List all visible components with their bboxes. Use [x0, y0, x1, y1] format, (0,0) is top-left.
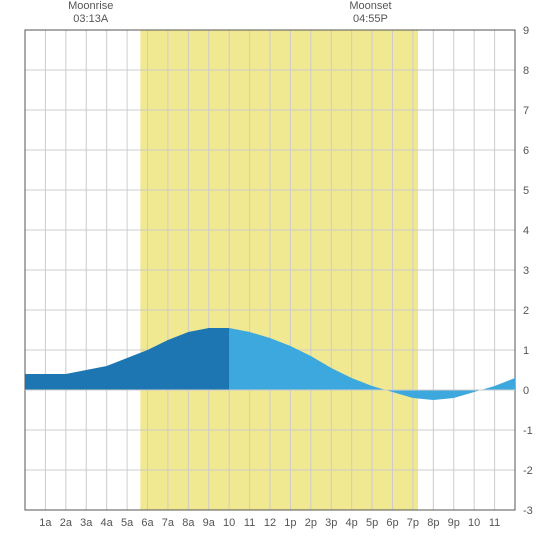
tide-chart: Moonrise 03:13A Moonset 04:55P -3-2-1012… [0, 0, 550, 550]
grid [25, 30, 515, 510]
y-tick-label: 3 [523, 265, 529, 277]
x-tick-label: 4a [101, 517, 114, 529]
top-annotations: Moonrise 03:13A Moonset 04:55P [0, 0, 550, 28]
x-tick-label: 6a [141, 517, 154, 529]
x-tick-label: 12 [264, 517, 276, 529]
moonrise-label: Moonrise 03:13A [68, 0, 113, 26]
x-tick-label: 3a [80, 517, 93, 529]
x-tick-label: 5p [366, 517, 378, 529]
x-tick-label: 4p [346, 517, 358, 529]
x-tick-label: 1p [284, 517, 296, 529]
x-tick-label: 8a [182, 517, 195, 529]
moonset-label: Moonset 04:55P [349, 0, 391, 26]
moonset-title: Moonset [349, 0, 391, 12]
y-tick-label: 8 [523, 65, 529, 77]
y-tick-label: 2 [523, 305, 529, 317]
x-tick-label: 1a [39, 517, 52, 529]
x-tick-label: 11 [244, 517, 255, 529]
x-tick-label: 7p [407, 517, 419, 529]
moonrise-title: Moonrise [68, 0, 113, 12]
moonset-time: 04:55P [349, 13, 391, 26]
x-tick-label: 2p [305, 517, 317, 529]
x-tick-label: 10 [468, 517, 480, 529]
y-tick-label: 4 [523, 225, 529, 237]
x-tick-label: 9p [448, 517, 460, 529]
y-tick-label: -1 [523, 425, 533, 437]
x-tick-label: 2a [60, 517, 73, 529]
x-tick-label: 11 [489, 517, 500, 529]
y-tick-label: 5 [523, 185, 529, 197]
x-tick-label: 3p [325, 517, 337, 529]
x-tick-label: 9a [203, 517, 216, 529]
x-tick-label: 5a [121, 517, 134, 529]
moonrise-time: 03:13A [68, 13, 113, 26]
y-tick-label: -3 [523, 505, 533, 517]
x-tick-label: 6p [386, 517, 398, 529]
y-tick-label: 6 [523, 145, 529, 157]
y-tick-label: -2 [523, 465, 533, 477]
x-tick-label: 10 [223, 517, 235, 529]
y-tick-label: 1 [523, 345, 529, 357]
chart-svg: -3-2-101234567891a2a3a4a5a6a7a8a9a101112… [0, 0, 550, 550]
x-tick-label: 8p [427, 517, 439, 529]
y-tick-label: 0 [523, 385, 529, 397]
y-tick-label: 7 [523, 105, 529, 117]
x-tick-label: 7a [162, 517, 175, 529]
